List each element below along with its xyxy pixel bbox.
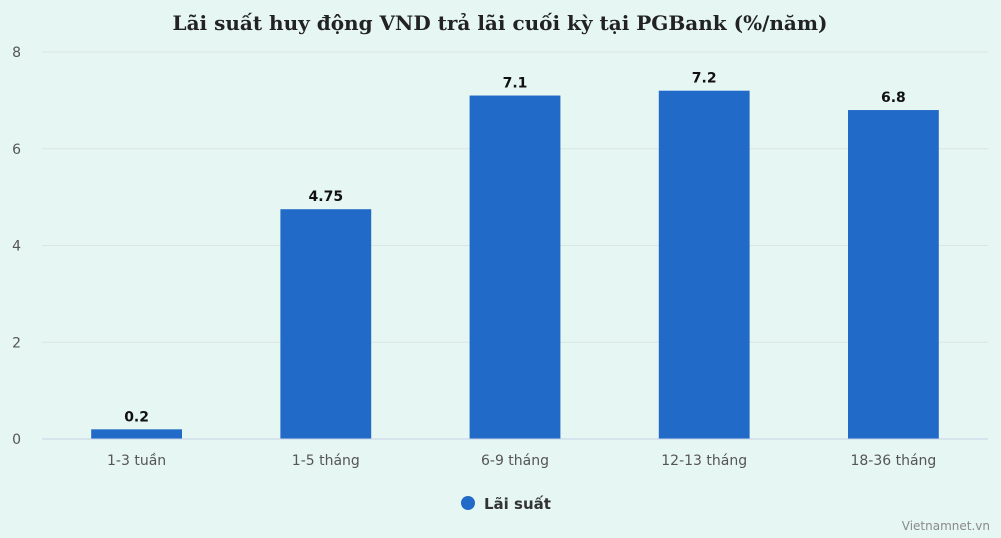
data-label: 7.2 [692, 71, 717, 87]
y-axis-ticks: 0 2 4 6 8 [12, 45, 21, 448]
value-labels: 0.2 4.75 7.1 7.2 6.8 [124, 71, 906, 426]
bar[interactable] [847, 110, 939, 440]
y-tick-label: 6 [12, 142, 21, 158]
x-tick-label: 1-3 tuần [107, 453, 166, 469]
bar[interactable] [469, 95, 561, 439]
x-tick-label: 18-36 tháng [850, 453, 936, 469]
chart-title: Lãi suất huy động VND trả lãi cuối kỳ tạ… [173, 11, 828, 35]
y-tick-label: 8 [12, 45, 21, 61]
x-tick-label: 6-9 tháng [481, 453, 549, 469]
legend-marker-icon[interactable] [461, 496, 475, 510]
data-label: 0.2 [124, 409, 149, 425]
bar[interactable] [280, 209, 372, 439]
x-tick-label: 1-5 tháng [292, 453, 360, 469]
x-tick-label: 12-13 tháng [661, 453, 747, 469]
bars [91, 90, 939, 440]
watermark: Vietnamnet.vn [902, 519, 990, 533]
legend[interactable]: Lãi suất [461, 495, 551, 513]
legend-label[interactable]: Lãi suất [484, 495, 551, 513]
data-label: 4.75 [309, 189, 344, 205]
data-label: 7.1 [503, 76, 528, 92]
y-tick-label: 4 [12, 239, 21, 255]
data-label: 6.8 [881, 90, 906, 106]
x-axis-ticks: 1-3 tuần 1-5 tháng 6-9 tháng 12-13 tháng 18-… [107, 453, 936, 469]
y-tick-label: 2 [12, 335, 21, 351]
bar[interactable] [91, 429, 183, 439]
bar[interactable] [658, 90, 750, 439]
y-tick-label: 0 [12, 432, 21, 448]
